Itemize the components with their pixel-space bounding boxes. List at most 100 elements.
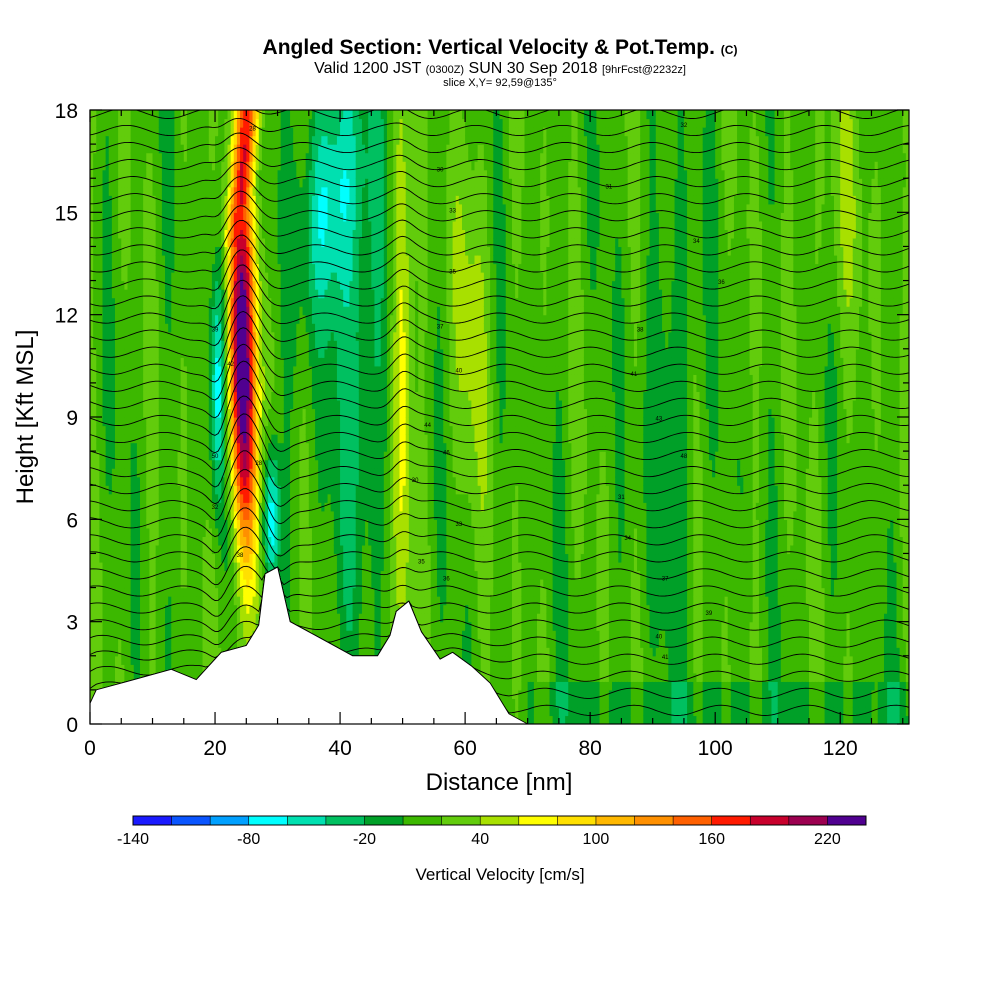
velocity-cell <box>105 374 110 384</box>
velocity-cell <box>115 195 119 205</box>
velocity-cell <box>124 144 129 154</box>
velocity-cell <box>93 212 97 222</box>
velocity-cell <box>140 340 144 350</box>
velocity-cell <box>168 186 172 196</box>
velocity-cell <box>143 417 147 427</box>
velocity-cell <box>90 314 94 324</box>
velocity-cell <box>161 110 166 120</box>
velocity-cell <box>171 570 175 580</box>
velocity-cell <box>174 186 179 196</box>
velocity-cell <box>111 408 116 418</box>
velocity-cell <box>161 442 166 452</box>
velocity-cell <box>118 451 122 461</box>
velocity-cell <box>174 434 179 444</box>
velocity-cell <box>121 425 125 435</box>
velocity-cell <box>190 195 194 205</box>
velocity-cell <box>174 451 179 461</box>
velocity-cell <box>168 408 172 418</box>
velocity-cell <box>161 536 166 546</box>
velocity-cell <box>202 297 207 307</box>
velocity-cell <box>158 434 163 444</box>
velocity-cell <box>180 468 185 478</box>
velocity-cell <box>143 127 147 137</box>
velocity-cell <box>136 314 141 324</box>
velocity-cell <box>196 212 201 222</box>
velocity-cell <box>180 451 185 461</box>
velocity-cell <box>102 357 107 367</box>
velocity-cell <box>121 434 125 444</box>
velocity-cell <box>196 229 201 239</box>
velocity-cell <box>127 323 132 333</box>
velocity-cell <box>165 630 169 640</box>
velocity-cell <box>186 169 191 179</box>
velocity-cell <box>133 468 138 478</box>
velocity-cell <box>133 459 138 469</box>
velocity-cell <box>108 382 113 393</box>
velocity-cell <box>118 519 122 529</box>
chart-subtitle-slice: slice X,Y= 92,59@135° <box>443 77 557 89</box>
velocity-cell <box>115 237 119 248</box>
velocity-cell <box>190 561 194 572</box>
velocity-cell <box>165 544 169 555</box>
velocity-cell <box>140 297 144 307</box>
velocity-cell <box>149 468 154 478</box>
velocity-cell <box>165 195 169 205</box>
velocity-cell <box>165 468 169 478</box>
velocity-cell <box>177 579 182 589</box>
velocity-cell <box>171 382 175 393</box>
velocity-cell <box>174 561 179 572</box>
velocity-cell <box>127 195 132 205</box>
velocity-cell <box>186 314 191 324</box>
velocity-cell <box>177 434 182 444</box>
velocity-cell <box>140 613 144 623</box>
velocity-cell <box>196 561 201 572</box>
velocity-cell <box>140 519 144 529</box>
velocity-cell <box>133 596 138 606</box>
velocity-cell <box>124 544 129 555</box>
velocity-cell <box>102 596 107 606</box>
velocity-cell <box>115 306 119 316</box>
velocity-cell <box>130 579 135 589</box>
velocity-cell <box>193 468 197 478</box>
velocity-cell <box>133 510 138 520</box>
velocity-cell <box>121 510 125 520</box>
velocity-cell <box>174 417 179 427</box>
velocity-cell <box>155 169 160 179</box>
velocity-cell <box>90 579 94 589</box>
velocity-cell <box>168 263 172 273</box>
velocity-cell <box>177 570 182 580</box>
velocity-cell <box>140 655 144 665</box>
velocity-cell <box>133 485 138 495</box>
velocity-cell <box>168 254 172 265</box>
velocity-cell <box>140 493 144 503</box>
velocity-cell <box>143 459 147 469</box>
velocity-cell <box>118 672 122 682</box>
velocity-cell <box>190 417 194 427</box>
velocity-cell <box>155 323 160 333</box>
velocity-cell <box>165 425 169 435</box>
velocity-cell <box>102 510 107 520</box>
velocity-cell <box>161 178 166 188</box>
velocity-cell <box>149 289 154 299</box>
velocity-cell <box>190 357 194 367</box>
velocity-cell <box>90 485 94 495</box>
velocity-cell <box>183 161 188 171</box>
velocity-cell <box>196 144 201 154</box>
velocity-cell <box>196 374 201 384</box>
velocity-cell <box>124 212 129 222</box>
velocity-cell <box>193 493 197 503</box>
velocity-cell <box>199 425 204 435</box>
velocity-cell <box>140 527 144 537</box>
velocity-cell <box>121 442 125 452</box>
velocity-cell <box>168 544 172 555</box>
velocity-cell <box>180 289 185 299</box>
velocity-cell <box>180 434 185 444</box>
velocity-cell <box>180 425 185 435</box>
velocity-cell <box>136 382 141 393</box>
velocity-cell <box>105 459 110 469</box>
velocity-cell <box>183 178 188 188</box>
velocity-cell <box>171 289 175 299</box>
velocity-cell <box>155 357 160 367</box>
velocity-cell <box>196 399 201 410</box>
velocity-cell <box>143 144 147 154</box>
